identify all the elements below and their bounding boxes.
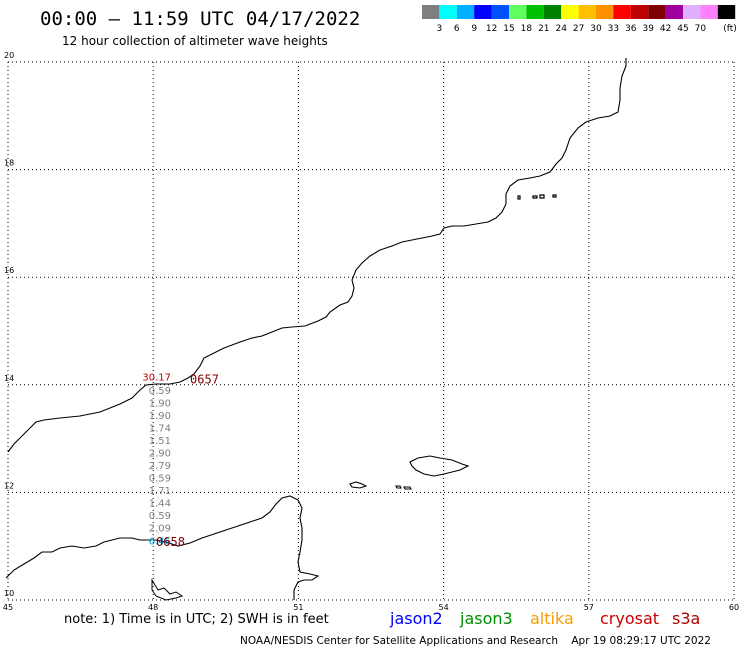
color-scale-swatch — [509, 5, 527, 19]
color-scale-swatch — [578, 5, 596, 19]
footer-note: note: 1) Time is in UTC; 2) SWH is in fe… — [64, 612, 329, 627]
color-scale-label: 12 — [486, 24, 497, 34]
color-scale-swatch — [700, 5, 718, 19]
color-scale-swatch — [456, 5, 475, 19]
track-labels: 30.170.591.901.901.741.512.902.790.591.7… — [142, 372, 219, 548]
wave-height-label: 2.79 — [149, 461, 171, 472]
lat-tick-label: 12 — [4, 481, 14, 490]
footer-credit: NOAA/NESDIS Center for Satellite Applica… — [240, 635, 711, 647]
color-scale-label: 18 — [521, 24, 533, 34]
satellite-s3a: s3a — [672, 609, 701, 628]
color-scale-label: 3 — [437, 24, 443, 34]
color-scale-swatch — [474, 5, 492, 19]
wave-height-label: 1.71 — [149, 486, 171, 497]
color-scale-label: 21 — [538, 24, 549, 34]
map-grid — [7, 61, 735, 601]
island — [395, 485, 402, 489]
color-scale-label: 9 — [471, 24, 477, 34]
color-scale-label: 6 — [454, 24, 460, 34]
wave-height-label: 2.90 — [149, 449, 171, 460]
color-scale-swatch — [683, 5, 701, 19]
color-scale-label: 36 — [625, 24, 637, 34]
wave-height-label: 1.74 — [149, 423, 171, 434]
color-scale-label: 27 — [573, 24, 584, 34]
wave-height-label: 30.17 — [142, 373, 171, 384]
color-scale-label: 33 — [608, 24, 619, 34]
color-scale-label: 39 — [642, 24, 654, 34]
color-scale-swatch — [630, 5, 649, 19]
color-scale-swatch — [526, 5, 544, 19]
satellite-jason3: jason3 — [460, 609, 513, 628]
lon-tick-label: 51 — [293, 603, 303, 610]
color-scale-label: 30 — [590, 24, 602, 34]
map-title: 00:00 — 11:59 UTC 04/17/2022 — [40, 8, 361, 30]
color-scale-swatch — [422, 5, 440, 19]
island — [349, 481, 368, 489]
color-scale-swatch — [491, 5, 509, 19]
wave-height-label: 1.90 — [149, 399, 171, 410]
color-scale-label: 15 — [503, 24, 514, 34]
generated-time: Apr 19 08:29:17 UTC 2022 — [571, 635, 711, 647]
color-scale-swatch — [596, 5, 614, 19]
color-scale-swatch — [439, 5, 457, 19]
lon-tick-label: 54 — [439, 603, 449, 610]
coastline-arabia — [7, 58, 627, 453]
satellite-altika: altika — [530, 609, 574, 628]
island — [517, 195, 521, 200]
island — [403, 486, 412, 490]
color-scale-label: 42 — [660, 24, 671, 34]
lon-tick-label: 45 — [3, 603, 13, 610]
lon-tick-label: 57 — [584, 603, 594, 610]
color-scale-unit: (ft) — [723, 24, 737, 34]
wave-height-label: 0.59 — [149, 511, 171, 522]
lat-tick-label: 18 — [4, 159, 14, 168]
track-time-label: 0658 — [156, 535, 185, 549]
socotra-island — [409, 455, 470, 477]
wave-height-label: 0.59 — [149, 473, 171, 484]
lon-tick-label: 48 — [148, 603, 158, 610]
map-subtitle: 12 hour collection of altimeter wave hei… — [62, 34, 328, 48]
satellite-cryosat: cryosat — [600, 609, 660, 628]
axis-labels: 45 48 51 54 57 60 20 18 16 14 12 10 — [3, 51, 739, 610]
color-scale-swatch — [561, 5, 579, 19]
wave-height-label: 0.59 — [149, 386, 171, 397]
lat-tick-label: 20 — [4, 51, 14, 60]
track-time-label: 0657 — [190, 372, 219, 386]
color-scale-swatch — [665, 5, 683, 19]
wave-height-label: 1.90 — [149, 411, 171, 422]
lat-tick-label: 10 — [4, 589, 14, 598]
color-scale-legend: 3 6 9 12 15 18 21 24 27 30 33 36 39 42 45 70 (ft) — [422, 5, 737, 34]
color-scale-swatch — [613, 5, 631, 19]
island — [151, 578, 184, 601]
lat-tick-label: 16 — [4, 266, 14, 275]
lat-tick-label: 14 — [4, 374, 14, 383]
color-scale-label: 24 — [555, 24, 567, 34]
color-scale-label: 45 — [677, 24, 688, 34]
coastline-somalia — [5, 495, 320, 600]
color-scale-swatch — [648, 5, 666, 19]
wave-height-label: 6.46 — [149, 536, 171, 547]
lon-tick-label: 60 — [729, 603, 739, 610]
wave-height-label: 2.09 — [149, 523, 171, 534]
credit-text: NOAA/NESDIS Center for Satellite Applica… — [240, 635, 558, 647]
color-scale-swatch — [717, 5, 736, 19]
color-scale-swatch — [543, 5, 562, 19]
color-scale-label: 70 — [695, 24, 707, 34]
island — [552, 194, 557, 198]
island — [539, 194, 545, 199]
wave-height-label: 1.51 — [149, 436, 171, 447]
wave-height-label: 1.44 — [149, 499, 171, 510]
coastline — [5, 58, 627, 601]
satellite-jason2: jason2 — [390, 609, 443, 628]
island — [532, 195, 538, 199]
